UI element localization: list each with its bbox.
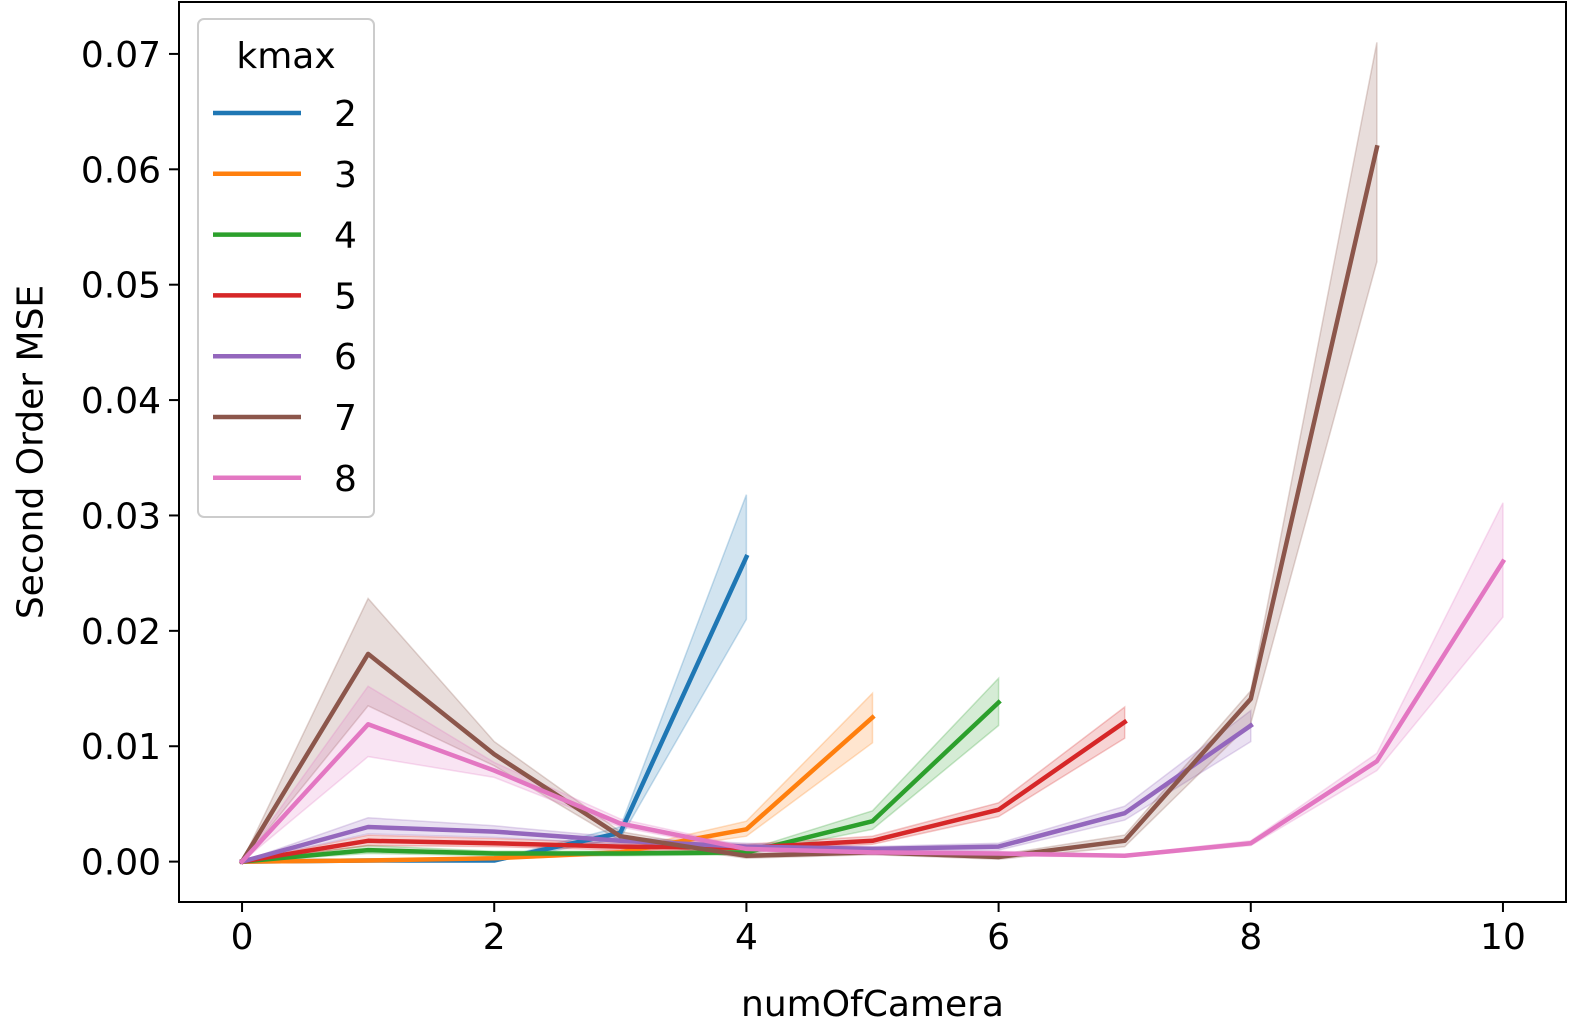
y-tick-label: 0.04 (81, 381, 161, 422)
x-tick-label: 2 (483, 917, 506, 958)
x-tick-label: 0 (231, 917, 254, 958)
x-tick-label: 6 (987, 917, 1010, 958)
series-lines (238, 144, 1507, 865)
x-tick-label: 10 (1480, 917, 1526, 958)
legend-label-kmax-4: 4 (334, 216, 357, 257)
y-tick-label: 0.05 (81, 266, 161, 307)
legend-label-kmax-8: 8 (334, 459, 357, 500)
x-axis-label: numOfCamera (741, 984, 1004, 1025)
y-axis-label: Second Order MSE (11, 285, 52, 619)
y-tick-label: 0.00 (81, 843, 161, 884)
legend-label-kmax-2: 2 (334, 94, 357, 135)
y-tick-label: 0.07 (81, 35, 161, 76)
legend-label-kmax-6: 6 (334, 337, 357, 378)
y-tick-label: 0.03 (81, 496, 161, 537)
legend: kmax 2 3 4 5 6 7 8 (197, 18, 375, 518)
y-tick-label: 0.06 (81, 150, 161, 191)
legend-items: 2 3 4 5 6 7 8 (213, 94, 357, 500)
x-tick-label: 4 (735, 917, 758, 958)
y-tick-label: 0.02 (81, 612, 161, 653)
line-kmax-6 (239, 722, 1254, 865)
x-axis: 0 2 4 6 8 10 (231, 902, 1526, 958)
x-tick-label: 8 (1239, 917, 1262, 958)
legend-box (197, 18, 375, 518)
line-kmax-4 (239, 699, 1002, 865)
line-kmax-8 (238, 558, 1507, 865)
legend-label-kmax-5: 5 (334, 276, 357, 317)
y-axis: 0.00 0.01 0.02 0.03 0.04 0.05 0.06 0.07 (81, 35, 179, 884)
plot-frame (178, 1, 1567, 903)
legend-label-kmax-3: 3 (334, 155, 357, 196)
line-kmax-7 (238, 144, 1380, 865)
y-tick-label: 0.01 (81, 727, 161, 768)
legend-label-kmax-7: 7 (334, 398, 357, 439)
legend-title: kmax (236, 36, 335, 77)
